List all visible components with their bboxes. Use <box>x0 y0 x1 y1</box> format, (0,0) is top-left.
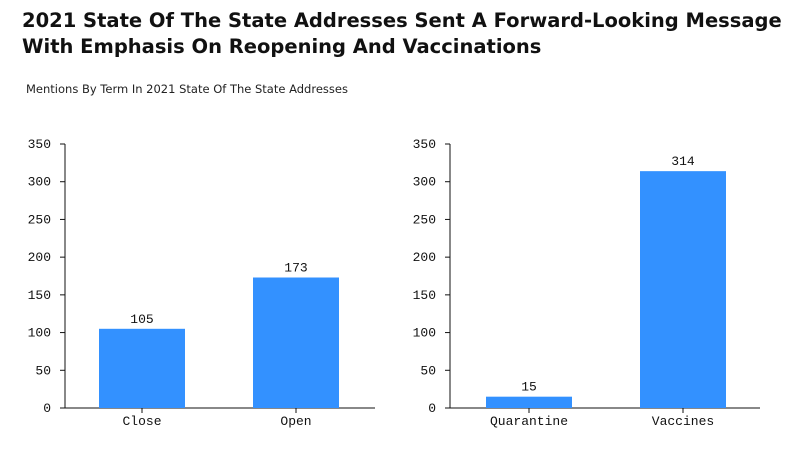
y-tick-label: 100 <box>413 326 436 341</box>
data-label: 15 <box>521 380 537 395</box>
data-label: 105 <box>130 312 153 327</box>
data-label: 314 <box>671 154 695 169</box>
bar <box>99 328 185 408</box>
y-tick-label: 300 <box>413 175 436 190</box>
y-tick-label: 50 <box>420 363 436 378</box>
y-tick-label: 250 <box>413 212 436 227</box>
y-tick-label: 0 <box>428 401 436 416</box>
y-tick-label: 0 <box>43 401 51 416</box>
bar <box>253 277 339 408</box>
y-tick-label: 100 <box>28 326 51 341</box>
bar <box>640 171 726 408</box>
chart-title: 2021 State Of The State Addresses Sent A… <box>22 9 782 58</box>
y-tick-label: 350 <box>28 137 51 152</box>
category-label: Close <box>122 414 161 429</box>
y-tick-label: 300 <box>28 175 51 190</box>
y-tick-label: 250 <box>28 212 51 227</box>
y-tick-label: 200 <box>413 250 436 265</box>
y-tick-label: 50 <box>35 363 51 378</box>
y-tick-label: 150 <box>413 288 436 303</box>
y-tick-label: 350 <box>413 137 436 152</box>
category-label: Quarantine <box>490 414 568 429</box>
y-tick-label: 150 <box>28 288 51 303</box>
category-label: Vaccines <box>652 414 714 429</box>
chart-subtitle: Mentions By Term In 2021 State Of The St… <box>26 82 348 96</box>
category-label: Open <box>280 414 311 429</box>
data-label: 173 <box>284 261 307 276</box>
bar <box>486 396 572 408</box>
y-tick-label: 200 <box>28 250 51 265</box>
